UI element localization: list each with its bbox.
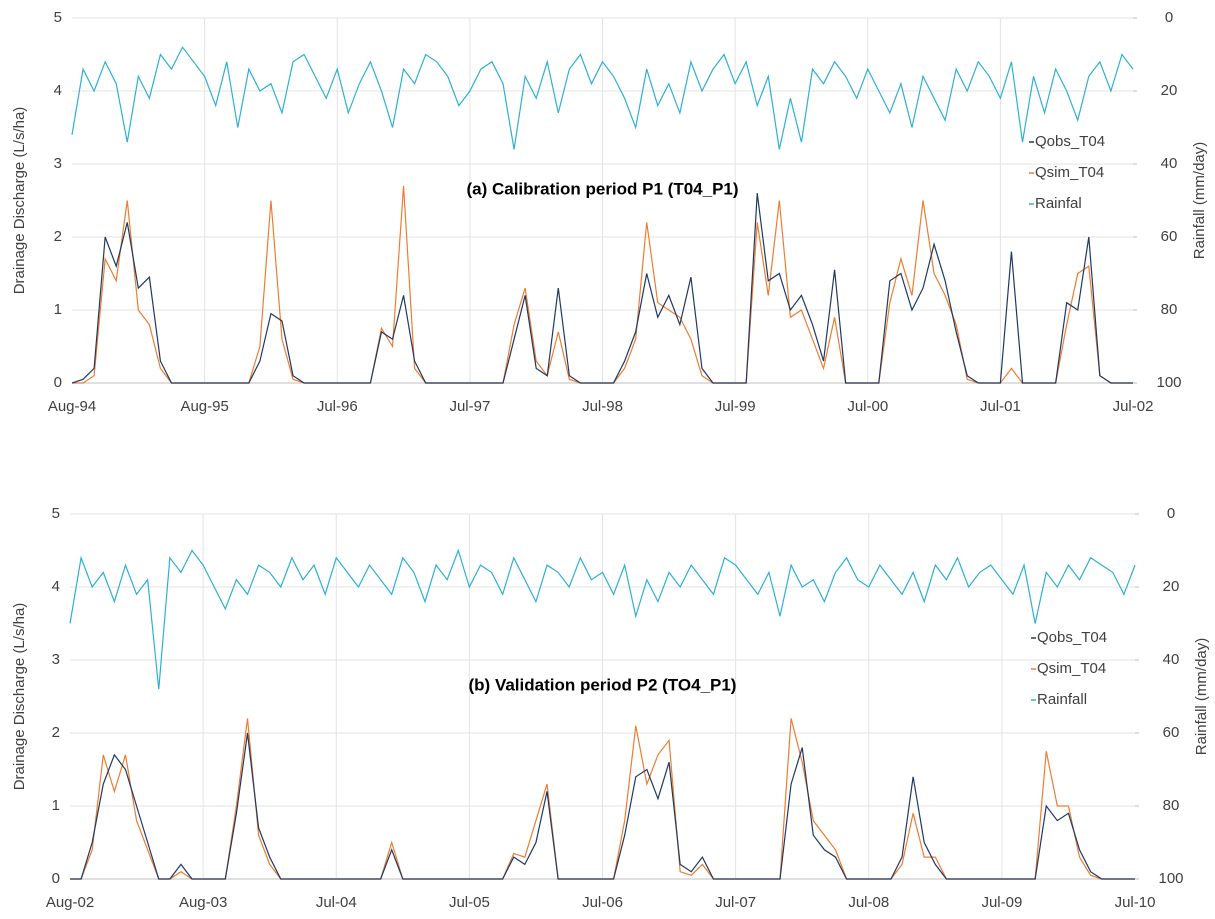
- legend-label: Qsim_T04: [1035, 164, 1104, 181]
- y2-tick-label: 100: [1158, 870, 1183, 887]
- x-tick-label: Jul-04: [316, 894, 357, 911]
- x-tick-label: Jul-97: [449, 398, 490, 415]
- legend-label: Rainfal: [1035, 195, 1082, 212]
- y2-tick-label: 20: [1161, 82, 1178, 99]
- chart-title: (b) Validation period P2 (TO4_P1): [469, 675, 737, 694]
- series-line: [70, 732, 1135, 880]
- legend-label: Qobs_T04: [1035, 133, 1105, 150]
- y-tick-label: 3: [54, 155, 62, 172]
- x-tick-label: Jul-05: [449, 894, 490, 911]
- x-tick-label: Jul-06: [582, 894, 623, 911]
- y2-axis-title: Rainfall (mm/day): [1191, 142, 1208, 260]
- x-tick-label: Jul-02: [1113, 398, 1154, 415]
- legend-label: Qsim_T04: [1037, 660, 1106, 677]
- legend-label: Rainfall: [1037, 691, 1087, 708]
- y2-tick-label: 0: [1165, 9, 1173, 26]
- y-tick-label: 1: [52, 797, 60, 814]
- x-tick-label: Jul-10: [1115, 894, 1156, 911]
- series-line: [71, 193, 1133, 384]
- x-tick-label: Aug-94: [48, 398, 96, 415]
- y-axis-title: Drainage Discharge (L/s/ha): [11, 603, 28, 791]
- y2-tick-label: 40: [1161, 155, 1178, 172]
- x-tick-label: Jul-07: [715, 894, 756, 911]
- y-tick-label: 1: [54, 301, 62, 318]
- series-line: [71, 46, 1134, 150]
- y2-tick-label: 20: [1163, 578, 1180, 595]
- x-tick-label: Jul-08: [848, 894, 889, 911]
- y2-tick-label: 0: [1167, 505, 1175, 522]
- x-tick-label: Jul-98: [582, 398, 623, 415]
- series-line: [69, 548, 1136, 690]
- x-tick-label: Jul-00: [847, 398, 888, 415]
- x-tick-label: Aug-03: [179, 894, 227, 911]
- y2-axis-title: Rainfall (mm/day): [1193, 638, 1210, 756]
- x-tick-label: Aug-02: [46, 894, 94, 911]
- x-tick-label: Jul-99: [715, 398, 756, 415]
- legend-label: Qobs_T04: [1037, 629, 1107, 646]
- y-tick-label: 2: [52, 724, 60, 741]
- y-tick-label: 4: [52, 578, 60, 595]
- y-tick-label: 2: [54, 228, 62, 245]
- y2-tick-label: 40: [1163, 651, 1180, 668]
- chart-title: (a) Calibration period P1 (T04_P1): [466, 179, 738, 198]
- y-tick-label: 0: [54, 374, 62, 391]
- x-tick-label: Jul-96: [317, 398, 358, 415]
- y2-tick-label: 80: [1161, 301, 1178, 318]
- y2-tick-label: 60: [1161, 228, 1178, 245]
- y2-tick-label: 60: [1163, 724, 1180, 741]
- y2-tick-label: 100: [1156, 374, 1181, 391]
- y-tick-label: 5: [52, 505, 60, 522]
- x-tick-label: Jul-01: [980, 398, 1021, 415]
- y-axis-title: Drainage Discharge (L/s/ha): [11, 107, 28, 295]
- x-tick-label: Aug-95: [180, 398, 228, 415]
- x-tick-label: Jul-09: [981, 894, 1022, 911]
- y-tick-label: 0: [52, 870, 60, 887]
- y-tick-label: 5: [54, 9, 62, 26]
- y2-tick-label: 80: [1163, 797, 1180, 814]
- y-tick-label: 4: [54, 82, 62, 99]
- y-tick-label: 3: [52, 651, 60, 668]
